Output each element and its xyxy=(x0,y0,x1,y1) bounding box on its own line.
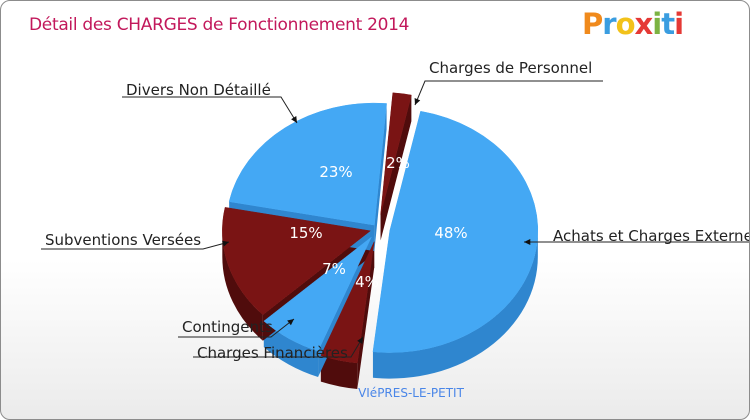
pie-slice-achats-et-charges-externes xyxy=(372,110,539,353)
pie-slice-subventions-vers-es xyxy=(222,207,371,316)
leader-line xyxy=(122,96,298,124)
logo-letter: P xyxy=(582,7,603,41)
slice-value-label: 15% xyxy=(289,224,322,242)
slice-category-label: Divers Non Détaillé xyxy=(126,81,271,99)
pie-slice-side xyxy=(222,230,263,341)
slice-value-label: 7% xyxy=(322,260,346,278)
logo-letter: i xyxy=(674,7,684,41)
chart-title: Détail des CHARGES de Fonctionnement 201… xyxy=(29,15,410,35)
leader-line xyxy=(178,318,295,338)
slice-category-label: Contingents xyxy=(182,318,273,336)
leader-arrow xyxy=(357,337,363,344)
slice-category-label: Achats et Charges Externes xyxy=(553,227,750,245)
logo-letter: t xyxy=(661,7,675,41)
slice-value-label: 4% xyxy=(355,273,379,291)
leader-line xyxy=(414,80,603,106)
leader-arrow xyxy=(291,116,297,123)
pie-slice-side xyxy=(320,355,358,389)
leader-arrow xyxy=(524,238,531,246)
proxiti-logo: Proxiti xyxy=(582,7,684,41)
leader-arrow xyxy=(287,319,294,326)
pie-slice-divers-non-d-taill- xyxy=(228,102,387,226)
slice-category-label: Charges de Personnel xyxy=(429,59,592,77)
logo-letter: i xyxy=(652,7,662,41)
leader-line xyxy=(41,241,230,250)
leader-arrow xyxy=(414,98,421,105)
logo-letter: r xyxy=(602,7,616,41)
logo-letter: x xyxy=(634,7,654,41)
pie-slice-cut xyxy=(380,95,412,241)
slice-value-label: 23% xyxy=(319,163,352,181)
logo-letter: o xyxy=(615,7,636,41)
pie-labels: 48% Achats et Charges Externes 4% Charges F… xyxy=(41,59,750,362)
leader-line xyxy=(193,336,364,358)
pie-slice-charges-de-personnel xyxy=(380,92,412,215)
leader-arrow xyxy=(222,240,229,247)
chart-subtitle: VIéPRES-LE-PETIT xyxy=(358,386,464,400)
slice-value-label: 2% xyxy=(386,154,410,172)
pie-slice-cut xyxy=(357,241,375,389)
slice-category-label: Subventions Versées xyxy=(45,231,201,249)
pie-slice-cut xyxy=(374,103,387,252)
slice-category-label: Charges Financières xyxy=(197,344,348,362)
pie-slice-charges-financi-res xyxy=(320,241,375,364)
slice-value-label: 48% xyxy=(434,224,467,242)
pie-slice-side xyxy=(372,230,538,379)
